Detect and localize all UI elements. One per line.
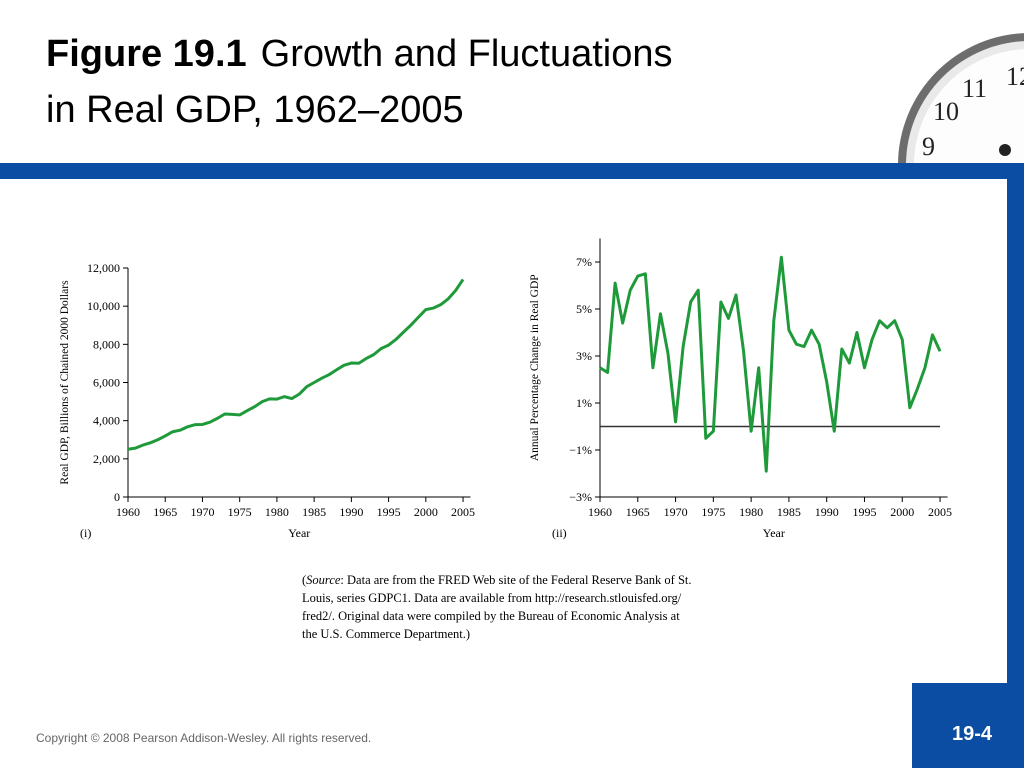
x-tick-label: 1980: [265, 505, 289, 519]
x-tick-label: 1980: [739, 505, 763, 519]
y-axis-label: Real GDP, Billions of Chained 2000 Dolla…: [59, 280, 71, 485]
panel-label: (ii): [552, 526, 567, 540]
source-paren: (: [302, 573, 306, 587]
x-tick-label: 1975: [228, 505, 252, 519]
y-tick-label: 5%: [576, 302, 592, 316]
x-tick-label: 1990: [815, 505, 839, 519]
slide-number: 19-4: [952, 723, 993, 745]
x-tick-label: 1960: [588, 505, 612, 519]
clock-numeral: 12: [1006, 62, 1024, 91]
figure-number: Figure 19.1: [46, 33, 247, 75]
header-bar: [0, 163, 1024, 179]
y-tick-label: −3%: [569, 490, 592, 504]
x-tick-label: 1970: [664, 505, 688, 519]
y-tick-label: 6,000: [93, 376, 120, 390]
x-tick-label: 2005: [451, 505, 475, 519]
slide-title: Figure 19.1 Growth and Fluctuations: [46, 33, 673, 75]
data-line: [599, 255, 942, 473]
x-tick-label: 2000: [414, 505, 438, 519]
x-tick-label: 1965: [626, 505, 650, 519]
source-line: Louis, series GDPC1. Data are available …: [302, 591, 682, 605]
source-text: : Data are from the FRED Web site of the…: [340, 573, 691, 587]
y-tick-label: 0: [114, 490, 120, 504]
y-tick-label: 7%: [576, 255, 592, 269]
clock-numeral: 10: [933, 97, 959, 126]
x-tick-label: 1975: [701, 505, 725, 519]
y-tick-label: 1%: [576, 396, 592, 410]
x-tick-label: 1960: [116, 505, 140, 519]
clock-face: [914, 49, 1024, 163]
y-axis-label: Annual Percentage Change in Real GDP: [529, 274, 541, 461]
clock-numeral: 11: [962, 74, 987, 103]
source-line: the U.S. Commerce Department.): [302, 627, 470, 641]
side-bar: [1007, 163, 1024, 684]
y-tick-label: 8,000: [93, 337, 120, 351]
clock-hand-pin: [999, 144, 1011, 156]
slide-title: in Real GDP, 1962–2005: [46, 89, 464, 131]
x-tick-label: 1990: [339, 505, 363, 519]
x-tick-label: 1995: [377, 505, 401, 519]
x-tick-label: 1985: [302, 505, 326, 519]
source-note: (Source: Data are from the FRED Web site…: [302, 573, 692, 641]
chart: −3% −1% 1% 3% 5% 7% 1960 1965 1970 1975 1980 1985 19…: [529, 238, 952, 540]
chart: 0 2,000 4,000 6,000 8,000 10,000 12,000 1960 196…: [59, 261, 475, 540]
clock: 12 11 10 9: [898, 33, 1024, 163]
y-tick-label: 3%: [576, 349, 592, 363]
x-tick-label: 1985: [777, 505, 801, 519]
x-tick-label: 1970: [190, 505, 214, 519]
source-line: (Source: Data are from the FRED Web site…: [302, 573, 692, 587]
y-tick-label: 2,000: [93, 452, 120, 466]
y-tick-label: 10,000: [87, 299, 120, 313]
y-tick-label: 12,000: [87, 261, 120, 275]
x-tick-label: 2000: [890, 505, 914, 519]
x-tick-label: 2005: [928, 505, 952, 519]
source-label: Source: [306, 573, 341, 587]
y-tick-label: −1%: [569, 443, 592, 457]
clock-numeral: 9: [922, 132, 935, 161]
data-line: [127, 278, 465, 451]
y-tick-label: 4,000: [93, 414, 120, 428]
x-axis-label: Year: [288, 526, 310, 540]
panel-label: (i): [80, 526, 91, 540]
x-tick-label: 1965: [153, 505, 177, 519]
x-tick-label: 1995: [852, 505, 876, 519]
copyright: Copyright © 2008 Pearson Addison-Wesley.…: [36, 731, 371, 745]
x-axis-label: Year: [763, 526, 785, 540]
title-text: Growth and Fluctuations: [261, 33, 673, 75]
slide-number-box: [912, 683, 1024, 768]
source-line: fred2/. Original data were compiled by t…: [302, 609, 680, 623]
